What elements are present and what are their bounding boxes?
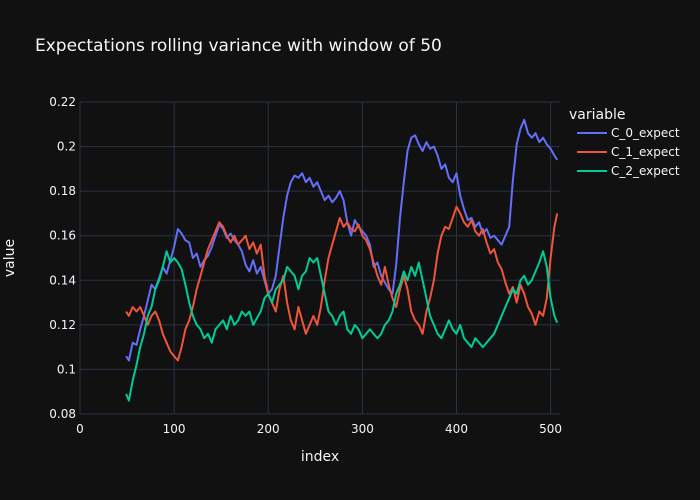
legend-item-C_1_expect[interactable]: C_1_expect [577,145,680,159]
x-tick-label: 0 [76,422,84,436]
series-line-C_2_expect[interactable] [125,250,559,402]
legend-label: C_0_expect [611,126,680,140]
legend-title: variable [569,107,625,123]
y-tick-label: 0.16 [49,229,76,243]
y-tick-label: 0.08 [49,407,76,421]
y-tick-label: 0.22 [49,95,76,109]
legend[interactable]: variable C_0_expect C_1_expect C_2_expect [569,107,680,178]
y-tick-label: 0.1 [57,362,76,376]
x-tick-label: 200 [257,422,280,436]
legend-items[interactable]: C_0_expect C_1_expect C_2_expect [577,126,680,178]
x-tick-label: 100 [163,422,186,436]
legend-label: C_2_expect [611,164,680,178]
y-tick-label: 0.12 [49,318,76,332]
legend-label: C_1_expect [611,145,680,159]
series-line-C_1_expect[interactable] [125,205,559,362]
series-lines [125,118,559,402]
y-tick-label: 0.18 [49,184,76,198]
x-axis-label: index [301,449,339,465]
y-tick-label: 0.2 [57,140,76,154]
x-tick-label: 400 [445,422,468,436]
x-tick-label: 500 [539,422,562,436]
y-tick-label: 0.14 [49,273,76,287]
plot-area [80,102,560,414]
legend-item-C_0_expect[interactable]: C_0_expect [577,126,680,140]
legend-item-C_2_expect[interactable]: C_2_expect [577,164,680,178]
x-tick-label: 300 [351,422,374,436]
series-line-C_0_expect[interactable] [125,118,559,362]
y-axis-label: value [2,239,18,277]
chart-title: Expectations rolling variance with windo… [35,36,442,56]
axis-ticks: 0.08 0.1 0.12 0.14 0.16 0.18 0.2 0.22 0 100 200 300… [49,95,562,436]
